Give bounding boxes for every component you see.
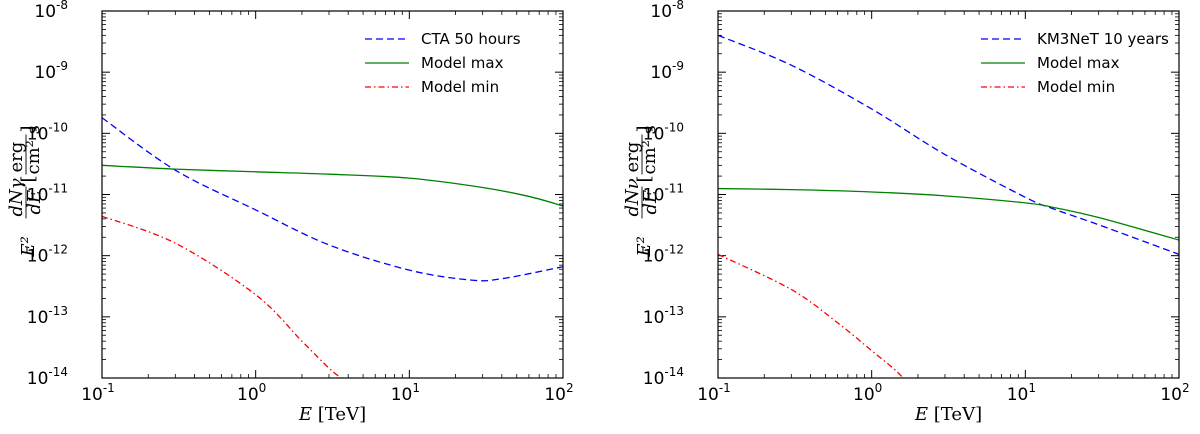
y-tick-label: 10-10	[643, 120, 684, 144]
y-label-bracket-right: ]	[18, 125, 39, 132]
y-label-prefix: E²	[634, 236, 655, 257]
y-tick-label: 10-13	[27, 304, 68, 328]
y-tick-label: 10-8	[34, 0, 68, 22]
x-tick-label: 100	[853, 381, 882, 405]
x-axis-label: E [TeV]	[298, 404, 366, 425]
y-tick-label: 10-13	[643, 304, 684, 328]
y-label-unit-denominator: cm² s	[639, 125, 660, 174]
plot-frame	[101, 10, 564, 379]
y-tick-label: 10-11	[643, 182, 684, 206]
legend-entry: Model max	[421, 54, 504, 72]
x-tick-label: 102	[544, 381, 573, 405]
series-line-model-min	[102, 215, 342, 378]
y-label-bracket-right: ]	[634, 125, 655, 132]
series-line-model-min	[718, 253, 904, 378]
y-label-prefix: E²	[18, 236, 39, 257]
series-line-model-max	[102, 164, 563, 207]
series-line-model-max	[718, 187, 1179, 241]
series-line-cta-50-hours	[102, 117, 563, 282]
y-label-bracket-left: [	[18, 175, 39, 182]
legend-entry: KM3NeT 10 years	[1037, 30, 1169, 48]
y-tick-label: 10-8	[650, 0, 684, 22]
x-tick-label: 101	[1007, 381, 1036, 405]
x-tick-label: 101	[391, 381, 420, 405]
series-line-km3net-10-years	[718, 34, 1179, 255]
y-tick-label: 10-9	[34, 59, 68, 83]
x-tick-label: 10-1	[81, 381, 115, 405]
x-tick-label: 10-1	[697, 381, 731, 405]
y-label-denominator: dE	[640, 190, 661, 215]
chart-panel-gamma: 10-1 100 101 102 10-14 10-13 10-12 10-11 10-10 10…	[6, 0, 574, 425]
y-label-numerator: dNγ	[6, 178, 27, 216]
legend-entry: Model min	[1037, 78, 1115, 96]
legend-entry: Model max	[1037, 54, 1120, 72]
y-label-numerator: dNν	[622, 178, 643, 216]
y-tick-label: 10-14	[643, 365, 684, 389]
y-tick-label: 10-10	[27, 120, 68, 144]
y-tick-label: 10-12	[27, 243, 68, 267]
y-tick-label: 10-9	[650, 59, 684, 83]
x-tick-label: 102	[1160, 381, 1189, 405]
y-label-unit-numerator: erg	[622, 142, 643, 173]
y-tick-label: 10-12	[643, 243, 684, 267]
y-label-denominator: dE	[24, 190, 45, 215]
y-label-unit-denominator: cm² s	[23, 125, 44, 174]
y-tick-label: 10-11	[27, 182, 68, 206]
x-axis-label: E [TeV]	[914, 404, 982, 425]
y-label-bracket-left: [	[634, 175, 655, 182]
legend-entry: CTA 50 hours	[421, 30, 521, 48]
y-label-unit-numerator: erg	[6, 142, 27, 173]
legend-entry: Model min	[421, 78, 499, 96]
y-tick-label: 10-14	[27, 365, 68, 389]
chart-panel-neutrino: 10-1 100 101 102 10-14 10-13 10-12 10-11 10-10 10…	[622, 0, 1190, 425]
x-tick-label: 100	[237, 381, 266, 405]
plot-frame	[717, 10, 1180, 379]
